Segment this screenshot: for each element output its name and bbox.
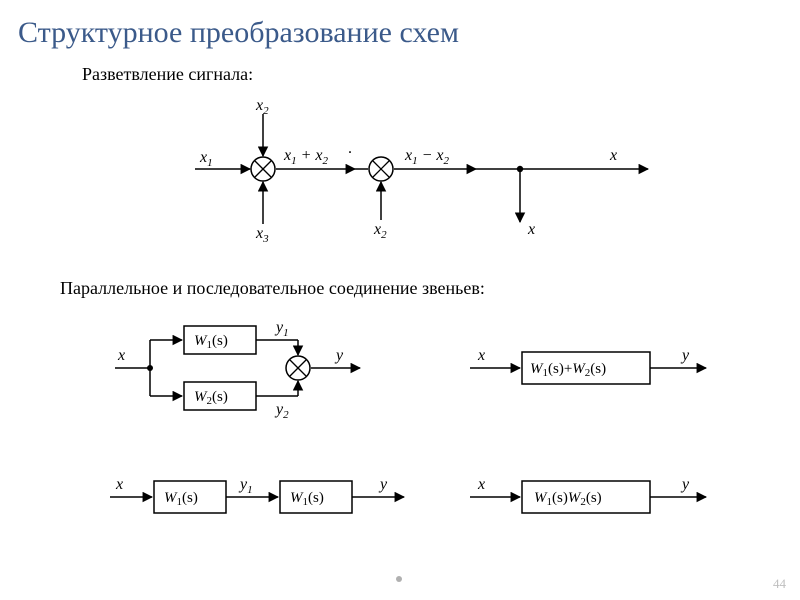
svg-text:y1: y1: [274, 319, 289, 339]
svg-text:y1: y1: [238, 476, 253, 496]
svg-text:x: x: [527, 221, 535, 238]
svg-text:W1(s)+W2(s): W1(s)+W2(s): [530, 361, 606, 379]
svg-text:x1 − x2: x1 − x2: [404, 147, 450, 167]
svg-text:x: x: [115, 476, 123, 493]
diagram-signal-branching: x1 x2 x3 x1 + x2 . x2 x1 − x2 x x: [0, 0, 800, 260]
diagram-series: x W1(s) y1 W1(s) y x W1(s)W2(s) y: [0, 455, 800, 575]
svg-text:x1 + x2: x1 + x2: [283, 147, 329, 167]
svg-text:y: y: [680, 476, 690, 493]
svg-text:y: y: [378, 476, 388, 493]
page-number: 44: [773, 576, 786, 592]
bullet-icon: [396, 576, 402, 582]
svg-text:x1: x1: [199, 149, 213, 169]
svg-text:x: x: [477, 347, 485, 364]
svg-text:x2: x2: [373, 221, 387, 241]
diagram-parallel: x W1(s) W2(s) y1 y2 y x W1(s)+W2(s) y: [0, 300, 800, 460]
svg-text:x3: x3: [255, 225, 269, 245]
svg-text:W1(s)W2(s): W1(s)W2(s): [534, 490, 602, 508]
svg-text:x2: x2: [255, 97, 269, 117]
svg-text:x: x: [609, 147, 617, 164]
heading-2: Параллельное и последовательное соединен…: [60, 278, 485, 299]
svg-text:y: y: [334, 347, 344, 364]
svg-text:y2: y2: [274, 401, 289, 421]
svg-text:x: x: [117, 347, 125, 364]
svg-text:y: y: [680, 347, 690, 364]
svg-text:.: .: [348, 140, 352, 157]
svg-text:x: x: [477, 476, 485, 493]
